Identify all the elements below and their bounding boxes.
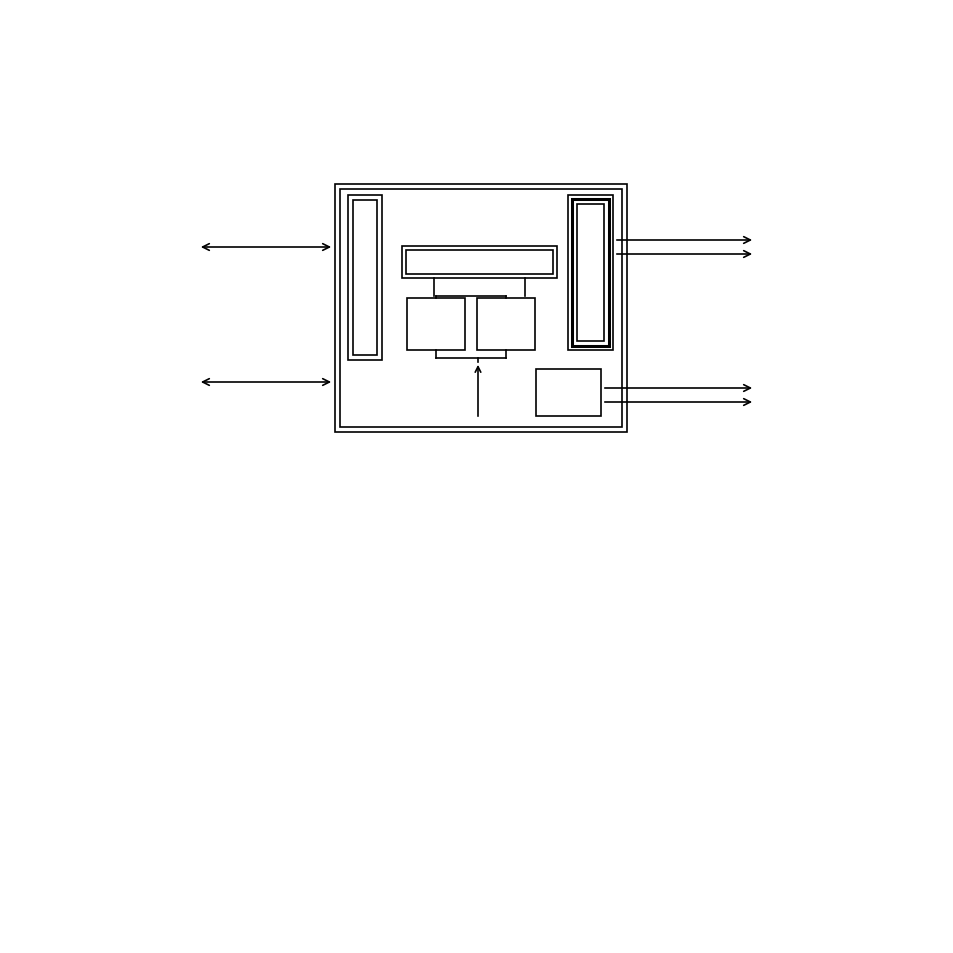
Bar <box>353 201 376 355</box>
Bar <box>339 190 621 428</box>
Bar <box>577 205 603 341</box>
Bar <box>572 200 608 347</box>
Bar <box>567 195 613 351</box>
Bar <box>348 195 381 360</box>
Bar <box>476 298 535 351</box>
Bar <box>406 251 553 274</box>
Bar <box>335 185 626 433</box>
Bar <box>407 298 464 351</box>
Bar <box>401 247 557 278</box>
Bar <box>536 370 600 416</box>
